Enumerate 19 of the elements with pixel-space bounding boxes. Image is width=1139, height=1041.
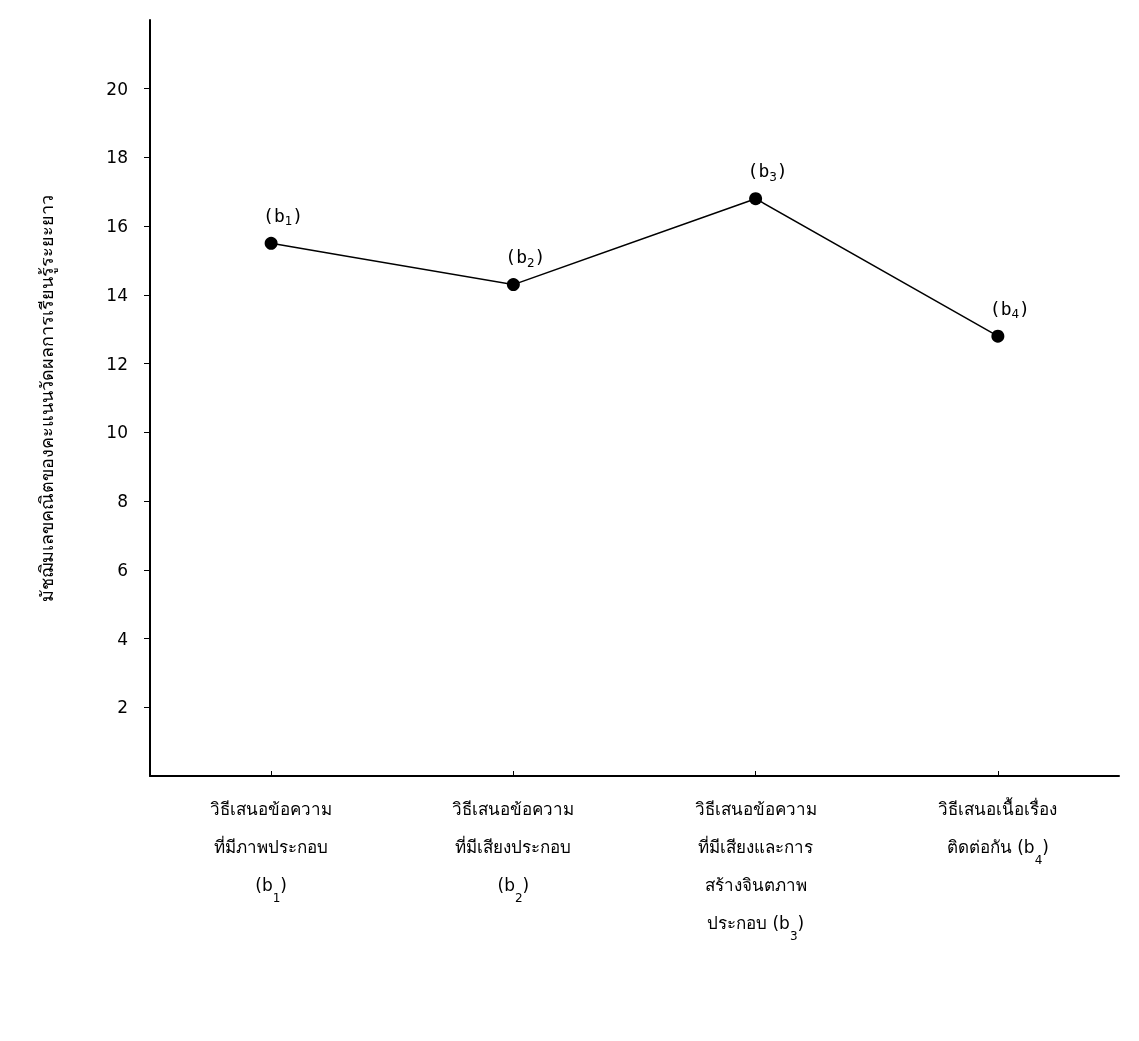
y-tick-label: 20: [106, 78, 128, 99]
y-tick-label: 8: [117, 491, 128, 512]
point: [749, 192, 763, 206]
y-tick-label: 4: [117, 628, 128, 649]
y-axis-title: มัชฌิมเลขคณิตของคะแนนวัดผลการเรียนรู้ระยะยาว: [35, 194, 58, 602]
y-tick-label: 10: [106, 422, 128, 443]
point: [506, 278, 520, 292]
y-tick-label: 6: [117, 559, 128, 580]
x-tick-label: วิธีเสนอข้อความ ที่มีเสียงและการ สร้างจินตภาพ ประกอบ (b3): [694, 799, 817, 943]
x-tick-label: วิธีเสนอข้อความ ที่มีภาพประกอบ (b1): [210, 799, 333, 905]
point: [264, 236, 278, 250]
y-tick-label: 18: [106, 147, 128, 168]
y-tick-label: 2: [117, 697, 128, 718]
x-tick-label: วิธีเสนอข้อความ ที่มีเสียงประกอบ (b2): [452, 799, 575, 905]
y-tick-label: 12: [106, 353, 128, 374]
x-tick-label: วิธีเสนอเนื้อเรื่อง ติดต่อกัน (b4): [938, 797, 1058, 867]
point: [991, 329, 1005, 343]
y-tick-label: 16: [106, 216, 128, 237]
y-tick-label: 14: [106, 284, 128, 305]
